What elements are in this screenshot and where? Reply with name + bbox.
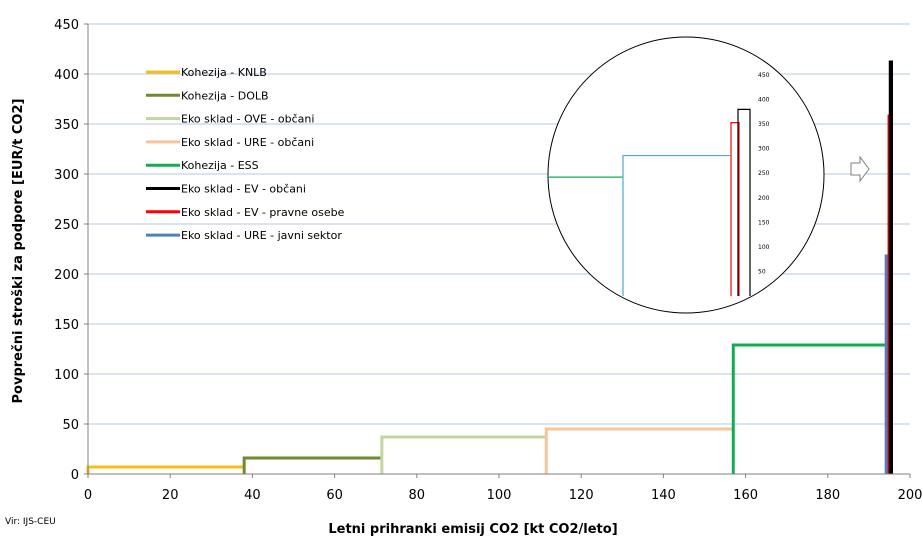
inset-tick-label: 200: [758, 195, 770, 202]
legend-label: Eko sklad - URE - javni sektor: [181, 229, 342, 242]
x-tick-label: 160: [733, 488, 758, 503]
legend-label: Eko sklad - URE - občani: [181, 136, 314, 149]
axes: [84, 23, 911, 478]
legend-label: Kohezija - KNLB: [181, 66, 267, 79]
x-tick-label: 100: [487, 488, 512, 503]
inset-tick-label: 250: [758, 170, 770, 177]
gridlines: [88, 23, 910, 425]
tick-labels: 0 50 100 150 200 250 300 350 400 450 0 20 40 60 80 100 1…: [54, 18, 922, 503]
inset-tick-label: 100: [758, 244, 770, 251]
y-tick-label: 100: [54, 368, 79, 383]
series-line: [242, 456, 382, 474]
inset-content: 50 100 150 200 250 300 350 400 450: [548, 72, 770, 296]
series-line: [544, 427, 734, 474]
y-tick-label: 200: [54, 268, 79, 283]
legend-label: Eko sklad - EV - občani: [181, 183, 306, 196]
y-tick-label: 350: [54, 118, 79, 133]
inset-circle: [547, 36, 825, 314]
y-tick-label: 400: [54, 68, 79, 83]
y-tick-label: 50: [62, 418, 79, 433]
inset-line: [737, 108, 751, 296]
x-tick-label: 200: [898, 488, 923, 503]
inset-tick-label: 400: [758, 97, 770, 104]
inset-tick-label: 350: [758, 121, 770, 128]
inset-tick-label: 300: [758, 146, 770, 153]
inset-tick-label: 50: [758, 268, 766, 275]
legend-label: Kohezija - DOLB: [181, 89, 269, 102]
arrow-icon: [850, 155, 870, 183]
inset-tick-label: 450: [758, 72, 770, 79]
y-axis-title: Povprečni stroški za podpore [EUR/t CO2]: [11, 99, 26, 404]
y-tick-label: 150: [54, 318, 79, 333]
x-axis-title: Letni prihranki emisij CO2 [kt CO2/leto]: [328, 522, 617, 537]
step-series: [86, 60, 894, 474]
legend: Kohezija - KNLB Kohezija - DOLB Eko sklad …: [146, 66, 345, 242]
x-tick-label: 180: [815, 488, 840, 503]
y-tick-label: 300: [54, 168, 79, 183]
x-tick-label: 0: [84, 488, 92, 503]
x-tick-label: 120: [569, 488, 594, 503]
x-tick-label: 80: [409, 488, 426, 503]
legend-label: Kohezija - ESS: [181, 159, 259, 172]
inset-line: [622, 154, 730, 296]
y-tick-label: 450: [54, 18, 79, 33]
zoom-inset: 50 100 150 200 250 300 350 400 450: [547, 36, 825, 314]
legend-label: Eko sklad - OVE - občani: [181, 113, 314, 126]
inset-line: [730, 122, 740, 296]
source-label: Vir: IJS-CEU: [5, 517, 56, 527]
series-line: [380, 435, 547, 474]
x-tick-label: 60: [326, 488, 343, 503]
x-tick-label: 20: [162, 488, 179, 503]
series-line: [888, 60, 894, 474]
series-line: [86, 465, 245, 474]
legend-label: Eko sklad - EV - pravne osebe: [181, 206, 345, 219]
inset-tick-label: 150: [758, 219, 770, 226]
x-tick-label: 140: [651, 488, 676, 503]
series-line: [731, 343, 887, 474]
y-tick-label: 250: [54, 218, 79, 233]
x-tick-label: 40: [244, 488, 261, 503]
y-tick-label: 0: [71, 468, 79, 483]
